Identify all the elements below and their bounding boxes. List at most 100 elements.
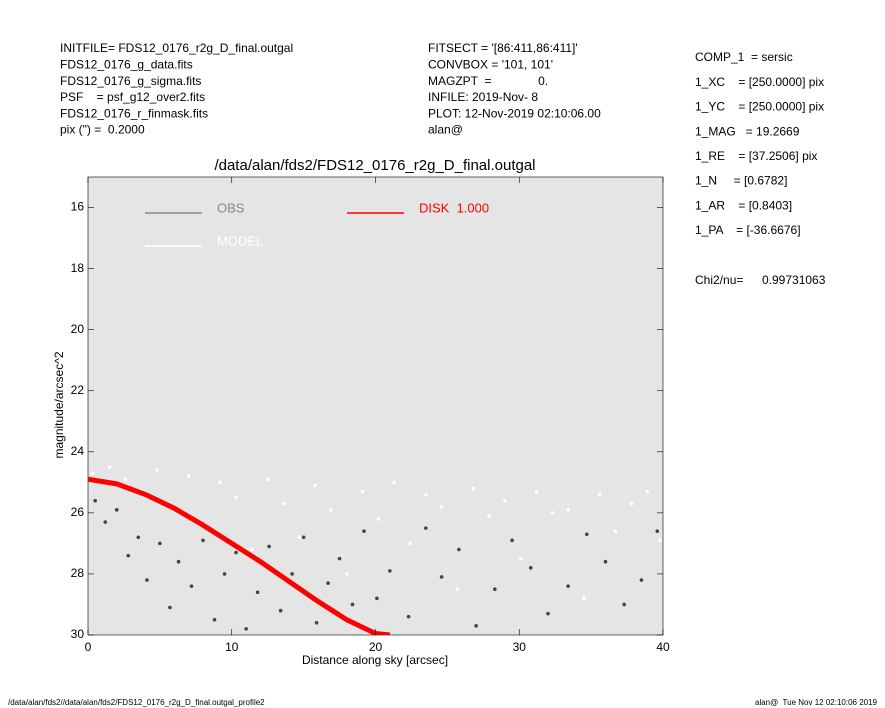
data-point (392, 480, 396, 485)
data-point (136, 535, 141, 540)
data-point (244, 627, 248, 631)
header-right-line: 1_YC = [250.0000] pix (695, 100, 824, 114)
data-point (424, 492, 428, 497)
data-point (350, 602, 355, 607)
header-left-line: PSF = psf_g12_over2.fits (60, 90, 205, 104)
data-point (613, 529, 618, 533)
data-point (503, 498, 507, 503)
data-point (234, 495, 238, 500)
header-right-line: 1_XC = [250.0000] pix (695, 75, 824, 89)
data-point (455, 587, 460, 591)
data-point (439, 504, 444, 509)
data-point (90, 471, 95, 475)
data-point (360, 489, 365, 494)
y-tick-label: 28 (71, 566, 85, 580)
data-point (326, 581, 330, 585)
data-point (471, 486, 476, 491)
header-right-line: 1_MAG = 19.2669 (695, 124, 800, 138)
data-point (314, 620, 319, 625)
data-point (550, 511, 555, 515)
data-point (250, 547, 254, 552)
data-point (658, 538, 662, 543)
chi2-value: 0.99731063 (762, 273, 826, 287)
model-line (88, 476, 391, 635)
data-point (546, 611, 550, 616)
data-point (510, 538, 514, 543)
legend-label: DISK 1.000 (419, 200, 489, 215)
data-point (603, 559, 608, 564)
data-point (439, 575, 444, 579)
data-point (639, 578, 644, 582)
x-tick-label: 30 (513, 640, 527, 654)
plot-area (87, 176, 664, 636)
data-point (493, 587, 497, 591)
header-middle-line: CONVBOX = '101, 101' (428, 57, 553, 71)
data-point (189, 584, 194, 588)
data-point (218, 480, 223, 485)
footer-left: /data/alan/fds2//data/alan/fds2/FDS12_01… (8, 698, 265, 707)
data-point (222, 572, 227, 576)
data-point (534, 489, 539, 494)
data-point (267, 544, 271, 549)
y-tick-label: 20 (71, 322, 85, 336)
data-point (103, 520, 108, 524)
header-right-line: 1_PA = [-36.6676] (695, 223, 801, 237)
data-point (123, 477, 128, 482)
data-point (158, 541, 162, 546)
header-left-line: FDS12_0176_g_sigma.fits (60, 74, 201, 88)
data-point (114, 508, 119, 512)
data-point (168, 605, 172, 610)
data-point (597, 492, 602, 497)
header-middle-line: PLOT: 12-Nov-2019 02:10:06.00 (428, 106, 601, 120)
header-middle-line: MAGZPT = 0. (428, 74, 548, 88)
data-point (297, 535, 302, 540)
data-point (474, 624, 478, 628)
data-point (528, 566, 533, 570)
header-right-line: COMP_1 = sersic (695, 50, 793, 64)
y-tick-label: 16 (71, 200, 85, 214)
data-point (234, 550, 238, 555)
data-point (518, 556, 523, 561)
data-point (408, 541, 412, 546)
data-point (344, 572, 349, 576)
x-tick-label: 20 (369, 640, 383, 654)
axes: 0 10 20 30 40 16 18 20 22 24 26 28 30 MODEL OBS DISK 1.… (71, 177, 670, 654)
data-point (278, 608, 283, 613)
data-point (290, 572, 294, 576)
data-point (388, 569, 392, 573)
data-point (186, 474, 191, 479)
header-left-line: pix (") = 0.2000 (60, 123, 145, 137)
data-point (487, 514, 491, 518)
data-point (255, 590, 260, 595)
y-tick-label: 22 (71, 383, 85, 397)
data-point (265, 477, 270, 482)
data-point (176, 559, 181, 564)
data-point (645, 489, 649, 494)
data-point (566, 584, 570, 588)
footer-right: alan@ Tue Nov 12 02:10:06 2019 (755, 698, 878, 707)
y-tick-label: 24 (71, 444, 85, 458)
header-right-line: 1_AR = [0.8403] (695, 198, 792, 212)
x-axis-label: Distance along sky [arcsec] (302, 653, 448, 667)
x-tick-label: 40 (656, 640, 670, 654)
data-point (655, 529, 660, 533)
data-point (337, 556, 342, 561)
data-point (155, 468, 159, 472)
chart-title: /data/alan/fds2/FDS12_0176_r2g_D_final.o… (214, 157, 535, 174)
data-point (313, 483, 317, 488)
y-axis-label: magnitude/arcsec^2 (52, 351, 66, 458)
data-point (582, 596, 586, 601)
data-point (629, 501, 634, 506)
data-point (406, 614, 411, 619)
data-point (424, 526, 428, 530)
header-right-line: 1_RE = [37.2506] pix (695, 149, 817, 163)
y-tick-label: 18 (71, 261, 85, 275)
data-point (301, 535, 306, 540)
data-point (362, 529, 366, 533)
header-right-line: 1_N = [0.6782] (695, 174, 787, 188)
legend-label: OBS (217, 200, 245, 215)
data-point (329, 508, 333, 512)
data-point (212, 617, 217, 622)
data-point (566, 508, 570, 512)
